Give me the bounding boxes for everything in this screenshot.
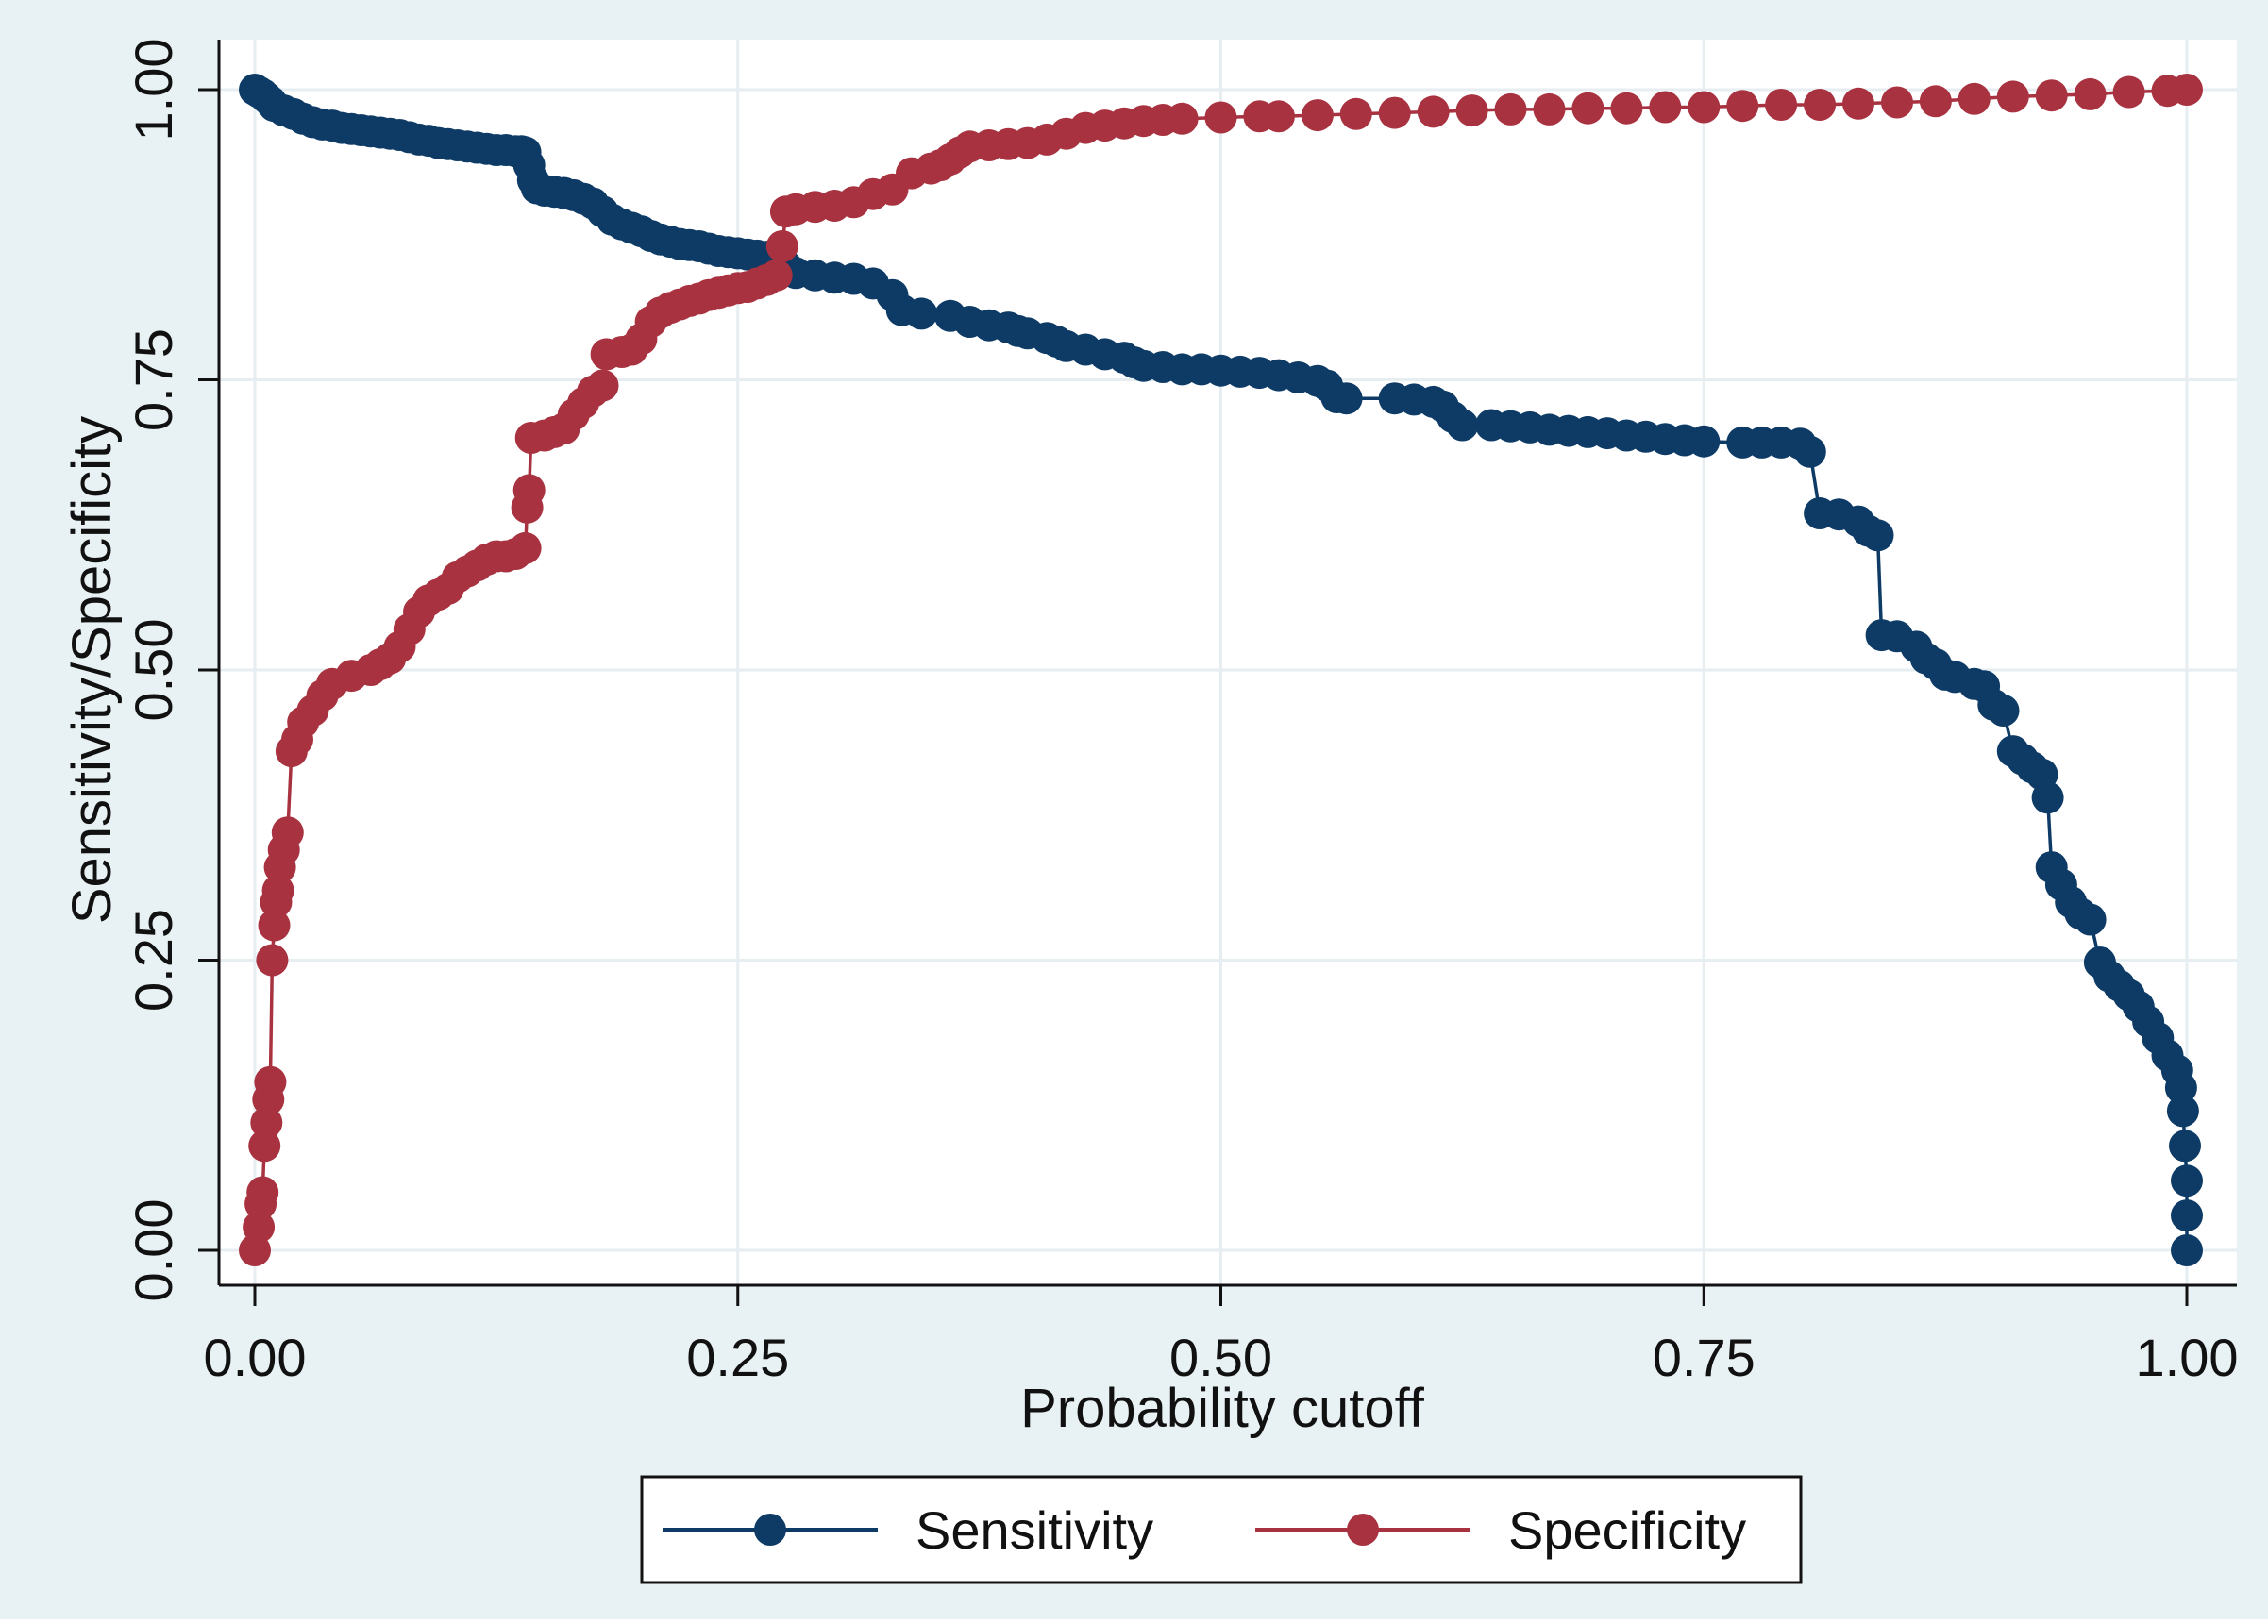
specificity-point bbox=[1571, 92, 1604, 125]
specificity-point bbox=[258, 909, 291, 942]
sensitivity-point bbox=[2171, 1164, 2203, 1197]
specificity-point bbox=[1533, 92, 1566, 126]
x-axis-title: Probability cutoff bbox=[1020, 1378, 1425, 1439]
specificity-point bbox=[1765, 89, 1798, 121]
specificity-point bbox=[1610, 92, 1643, 125]
specificity-point bbox=[1204, 101, 1237, 134]
legend: Sensitivity Specificity bbox=[640, 1475, 1803, 1584]
sensitivity-point bbox=[2169, 1130, 2201, 1163]
x-tick-label-4: 1.00 bbox=[2136, 1328, 2239, 1387]
specificity-point bbox=[760, 259, 793, 292]
specificity-point bbox=[1842, 87, 1874, 120]
x-tick-label-3: 0.75 bbox=[1653, 1328, 1756, 1387]
sensitivity-point bbox=[2166, 1095, 2199, 1128]
specificity-point bbox=[1166, 102, 1199, 135]
specificity-point bbox=[1996, 80, 2029, 113]
specificity-point bbox=[1881, 86, 1913, 119]
x-tick-label-0: 0.00 bbox=[204, 1328, 307, 1387]
specificity-point bbox=[2171, 74, 2203, 106]
legend-specificity-marker bbox=[1347, 1514, 1379, 1546]
sensitivity-point bbox=[2171, 1199, 2203, 1232]
specificity-point bbox=[2112, 75, 2145, 109]
specificity-point bbox=[1417, 95, 1450, 128]
sensitivity-point bbox=[2164, 1071, 2197, 1104]
specificity-point bbox=[2035, 79, 2068, 112]
specificity-point bbox=[271, 816, 304, 849]
specificity-series bbox=[239, 74, 2203, 1266]
specificity-point bbox=[250, 1106, 283, 1139]
legend-specificity-label: Specificity bbox=[1508, 1500, 1746, 1560]
legend-sensitivity-marker bbox=[754, 1514, 786, 1546]
legend-sensitivity-label: Sensitivity bbox=[916, 1500, 1153, 1560]
specificity-point bbox=[1301, 99, 1334, 132]
axis-layer: 0.00 0.25 0.50 0.75 1.00 0.00 0.25 0.50 0.75 1.00 bbox=[124, 39, 2239, 1388]
specificity-point bbox=[1378, 96, 1411, 129]
grid-layer bbox=[219, 40, 2237, 1285]
sensitivity-point bbox=[2074, 903, 2107, 936]
specificity-point bbox=[1649, 91, 1682, 124]
label-layer: Probability cutoff Sensitivity/Specifici… bbox=[61, 416, 1425, 1439]
y-tick-label-2: 0.50 bbox=[124, 619, 183, 722]
x-tick-label-2: 0.50 bbox=[1169, 1328, 1272, 1387]
sensitivity-series bbox=[239, 74, 2203, 1266]
specificity-point bbox=[1688, 91, 1721, 124]
specificity-point bbox=[1919, 85, 1952, 118]
series-layer bbox=[239, 74, 2203, 1266]
specificity-point bbox=[246, 1176, 279, 1209]
y-tick-label-4: 1.00 bbox=[124, 39, 183, 142]
specificity-point bbox=[1957, 82, 1991, 115]
specificity-point bbox=[256, 944, 289, 977]
specificity-point bbox=[1804, 89, 1837, 121]
specificity-point bbox=[1494, 92, 1527, 126]
specificity-point bbox=[1262, 100, 1295, 133]
specificity-point bbox=[765, 230, 798, 262]
chart-plot-area bbox=[219, 40, 2237, 1285]
specificity-point bbox=[243, 1211, 276, 1244]
sensitivity-point bbox=[905, 297, 938, 330]
y-axis-title: Sensitivity/Specificity bbox=[61, 416, 123, 924]
specificity-point bbox=[1726, 90, 1759, 123]
y-tick-label-0: 0.00 bbox=[124, 1199, 183, 1302]
specificity-point bbox=[586, 369, 619, 402]
specificity-point bbox=[248, 1130, 281, 1163]
sensitivity-point bbox=[1446, 409, 1479, 442]
sensitivity-point bbox=[1861, 519, 1894, 552]
specificity-point bbox=[512, 474, 546, 507]
specificity-point bbox=[1455, 94, 1488, 127]
sensitivity-point bbox=[2031, 781, 2064, 814]
sensitivity-point bbox=[1793, 435, 1826, 468]
sensitivity-point bbox=[1688, 425, 1721, 458]
sensitivity-point bbox=[1330, 382, 1363, 415]
specificity-point bbox=[261, 874, 294, 907]
specificity-point bbox=[2074, 77, 2107, 110]
y-tick-label-1: 0.25 bbox=[124, 909, 183, 1012]
specificity-point bbox=[509, 531, 542, 564]
specificity-point bbox=[254, 1065, 287, 1098]
specificity-point bbox=[1339, 97, 1372, 130]
sensitivity-point bbox=[2171, 1234, 2203, 1266]
x-tick-label-1: 0.25 bbox=[686, 1328, 789, 1387]
y-tick-label-3: 0.75 bbox=[124, 328, 183, 431]
sensitivity-point bbox=[1987, 695, 2020, 727]
